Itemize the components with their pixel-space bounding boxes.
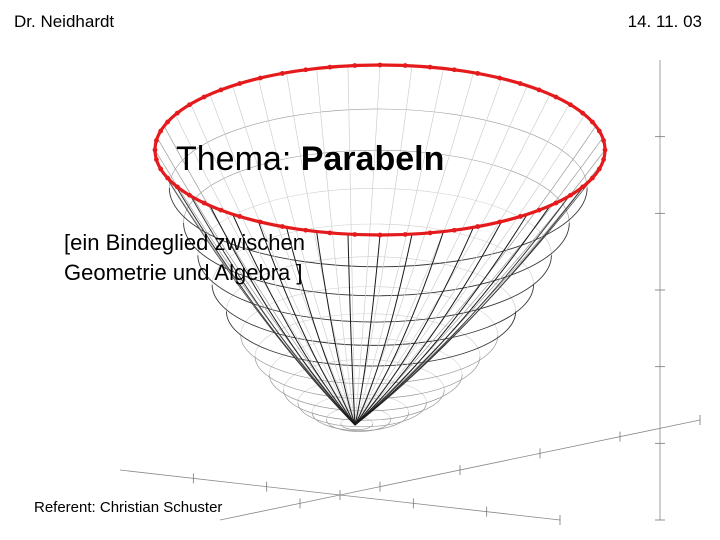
subtitle: [ein Bindeglied zwischen Geometrie und A… [64, 228, 305, 287]
title-main: Parabeln [301, 140, 445, 178]
page-title: Thema: Parabeln [176, 140, 444, 179]
subtitle-line1: [ein Bindeglied zwischen [64, 230, 305, 255]
subtitle-line2: Geometrie und Algebra ] [64, 260, 302, 285]
title-prefix: Thema: [176, 140, 301, 178]
